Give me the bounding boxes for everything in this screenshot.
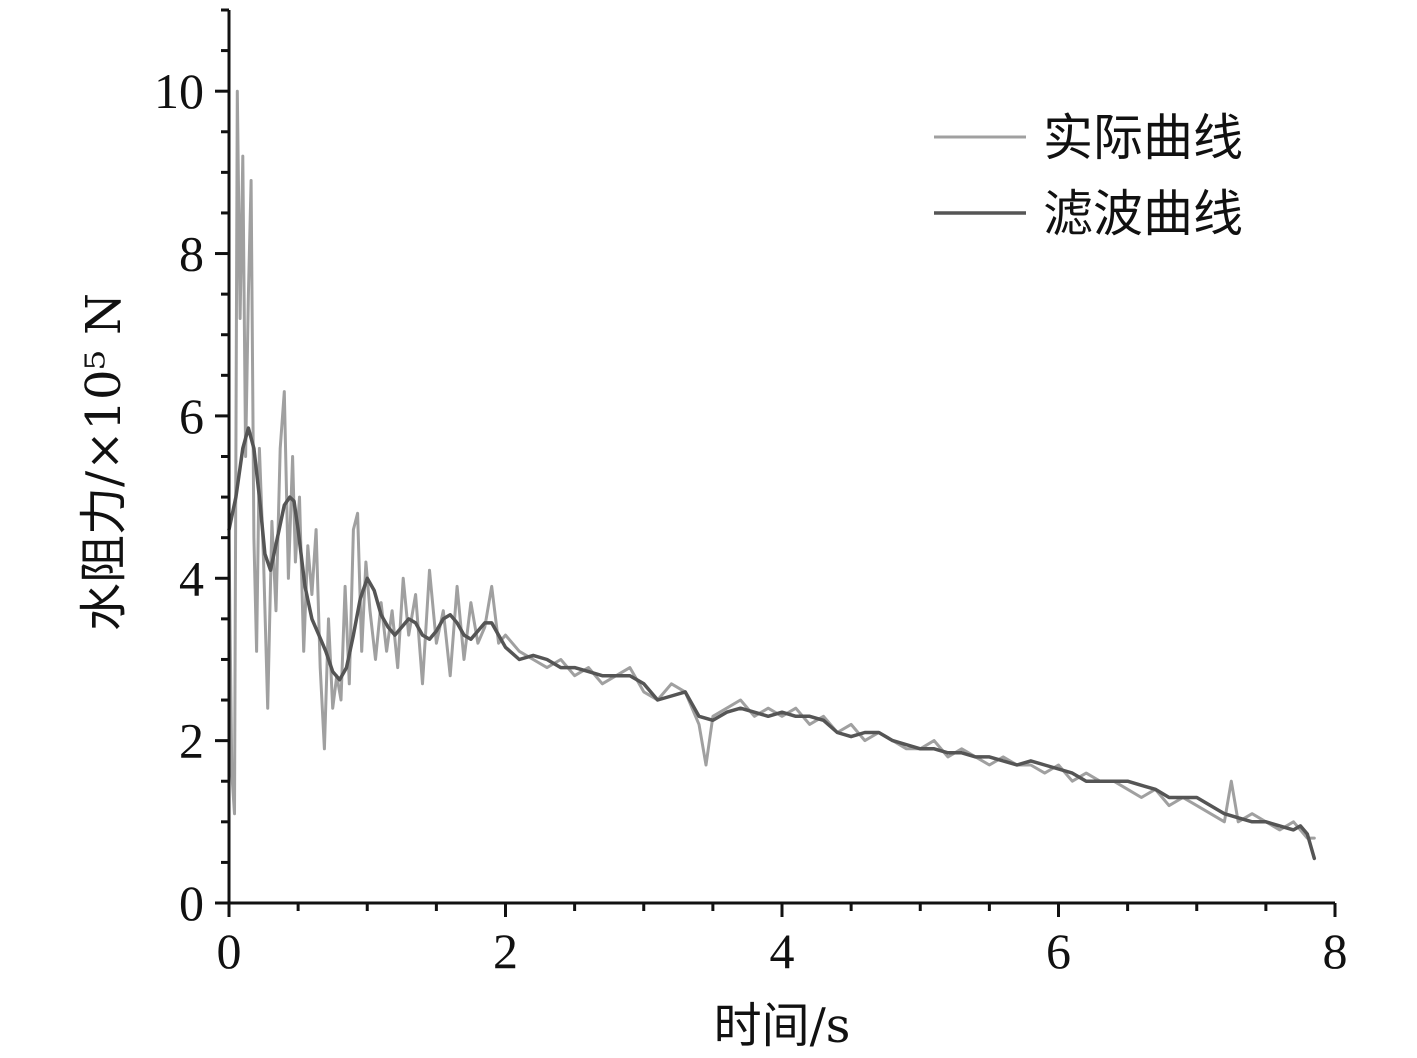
ticks: 0 2 4 6 8 0 2 4 6 8 10 — [154, 8, 1348, 979]
y-axis-title: 水阻力/×10⁵ N — [76, 293, 132, 631]
series-line-2 — [227, 426, 1317, 861]
x-tick-label: 4 — [770, 923, 795, 979]
x-tick-label: 0 — [217, 923, 242, 979]
y-tick-label: 4 — [179, 550, 204, 606]
x-axis-title: 时间/s — [714, 998, 851, 1054]
y-tick-label: 2 — [179, 713, 204, 769]
y-tick-label: 10 — [154, 63, 204, 119]
y-tick-label: 0 — [179, 875, 204, 931]
x-tick-label: 8 — [1323, 923, 1348, 979]
x-tick-label: 6 — [1046, 923, 1071, 979]
legend-label-1: 实际曲线 — [1043, 109, 1243, 167]
series-line-1 — [227, 89, 1316, 840]
y-tick-label: 6 — [179, 388, 204, 444]
plot-series — [227, 89, 1317, 861]
legend-label-2: 滤波曲线 — [1043, 185, 1243, 243]
x-tick-label: 2 — [493, 923, 518, 979]
y-tick-label: 8 — [179, 226, 204, 282]
